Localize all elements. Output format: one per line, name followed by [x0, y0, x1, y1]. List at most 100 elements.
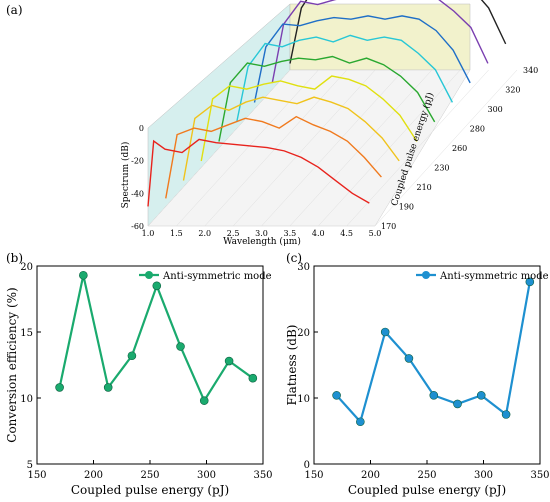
x-tick-label: 200 — [84, 470, 103, 481]
panel-a-waterfall: (a) 0 -20 -40 -60 1.0 1.5 2.0 2.5 3.0 3.5 4.0 4.5 5… — [6, 0, 538, 247]
z-tick-label: 170 — [381, 222, 396, 231]
axis-ticks-c: 150 200 250 300 350 0 10 20 30 — [297, 262, 549, 481]
data-point — [127, 351, 137, 361]
floor-grid-line — [289, 69, 433, 227]
spectrum-line-190 — [165, 115, 382, 199]
z-tick-label: 260 — [452, 144, 467, 153]
floor-grid-line — [346, 69, 489, 227]
y-tick-label: 30 — [297, 262, 310, 273]
spectrum-line-260 — [218, 55, 436, 142]
data-point — [79, 270, 88, 280]
data-point — [356, 417, 365, 427]
wavelength-x-ticks: 1.0 1.5 2.0 2.5 3.0 3.5 4.0 4.5 5.0 — [142, 229, 382, 238]
z-tick-label: 190 — [399, 203, 414, 212]
legend-c: Anti-symmetric mode — [416, 271, 549, 282]
panel-a-label: (a) — [6, 3, 23, 17]
energy-z-ticks: 170 190 210 230 260 280 300 320 340 — [381, 66, 538, 231]
z-tick-label: 280 — [470, 125, 485, 134]
y-tick-label: 0 — [304, 460, 310, 471]
z-tick-label: 210 — [417, 183, 432, 192]
x-tick-label: 250 — [140, 470, 159, 481]
x-tick-label: 4.0 — [312, 229, 325, 238]
spectrum-y-ticks: 0 -20 -40 -60 — [131, 124, 144, 231]
z-tick-label: 340 — [523, 66, 538, 75]
data-point — [525, 277, 535, 287]
panel-b-conversion-efficiency: (b) 150 200 250 300 350 5 10 15 20 Anti-symmetri… — [5, 251, 273, 497]
data-point — [176, 342, 185, 351]
y-tick-label: 20 — [20, 262, 33, 273]
spectrum-line-320 — [271, 0, 489, 84]
x-tick-label: 3.5 — [284, 229, 297, 238]
data-point — [248, 373, 258, 383]
x-tick-label: 5.0 — [369, 229, 382, 238]
spectrum-line-170 — [147, 138, 370, 207]
spectrum-axis-title: Spectrum (dB) — [120, 142, 131, 209]
z-tick-label: 230 — [434, 164, 449, 173]
data-point — [332, 391, 341, 400]
x-tick-label: 2.0 — [198, 229, 211, 238]
series-line — [58, 275, 254, 403]
data-point — [199, 396, 209, 405]
series-c — [332, 277, 535, 427]
y-tick-label: -40 — [131, 189, 144, 198]
y-axis-title-c: Flatness (dB) — [285, 325, 299, 406]
y-tick-label: 20 — [297, 328, 310, 339]
data-point — [404, 354, 414, 363]
y-tick-label: -60 — [131, 222, 144, 231]
axis-ticks-b: 150 200 250 300 350 5 10 15 20 — [20, 262, 272, 481]
data-point — [224, 356, 234, 366]
panel-c-label: (c) — [286, 251, 302, 265]
spectrum-line-230 — [200, 75, 418, 162]
legend-label: Anti-symmetric mode — [162, 271, 272, 282]
spectrum-line-300 — [253, 15, 471, 103]
plot-frame-c — [313, 265, 541, 465]
x-tick-label: 2.5 — [227, 229, 240, 238]
wavelength-axis-title: Wavelength (μm) — [223, 236, 301, 247]
y-tick-label: 10 — [20, 394, 33, 405]
x-tick-label: 1.0 — [142, 229, 155, 238]
legend-marker — [422, 271, 430, 279]
data-point — [429, 391, 439, 400]
z-tick-label: 320 — [505, 86, 520, 95]
legend-b: Anti-symmetric mode — [139, 271, 272, 282]
floor-grid-line — [204, 69, 347, 227]
data-point — [152, 281, 162, 291]
y-tick-label: -20 — [131, 157, 144, 166]
data-point — [380, 327, 390, 337]
x-tick-label: 300 — [197, 470, 216, 481]
x-tick-label: 4.5 — [340, 229, 353, 238]
x-tick-label: 1.5 — [170, 229, 183, 238]
x-tick-label: 300 — [474, 470, 493, 481]
floor-grid-line — [176, 69, 319, 227]
legend-label: Anti-symmetric mode — [439, 271, 549, 282]
y-axis-title-b: Conversion efficiency (%) — [5, 287, 19, 442]
x-tick-label: 200 — [361, 470, 380, 481]
z-tick-label: 300 — [488, 105, 503, 114]
floor-grid-line — [374, 69, 518, 227]
spectrum-line-280 — [236, 34, 454, 123]
data-point — [476, 391, 486, 400]
spectrum-series — [147, 0, 507, 207]
x-tick-label: 150 — [27, 470, 46, 481]
floor-grid-line — [232, 69, 376, 227]
x-tick-label: 150 — [304, 470, 323, 481]
data-point — [103, 383, 113, 392]
y-tick-label: 0 — [139, 124, 144, 133]
series-line — [335, 281, 531, 424]
panel-c-flatness: (c) 150 200 250 300 350 0 10 20 30 Anti-symmetri… — [285, 251, 550, 497]
series-b — [55, 270, 258, 405]
data-point — [453, 399, 462, 409]
y-tick-label: 10 — [297, 394, 310, 405]
x-axis-title-c: Coupled pulse energy (pJ) — [348, 483, 506, 497]
x-tick-label: 350 — [530, 470, 549, 481]
data-point — [501, 410, 511, 419]
data-point — [55, 383, 64, 392]
legend-marker — [145, 271, 153, 279]
x-tick-label: 250 — [417, 470, 436, 481]
spectrum-line-210 — [182, 96, 400, 181]
x-tick-label: 350 — [253, 470, 272, 481]
x-tick-label: 3.0 — [255, 229, 268, 238]
panel-b-label: (b) — [6, 251, 23, 265]
x-axis-title-b: Coupled pulse energy (pJ) — [71, 483, 229, 497]
